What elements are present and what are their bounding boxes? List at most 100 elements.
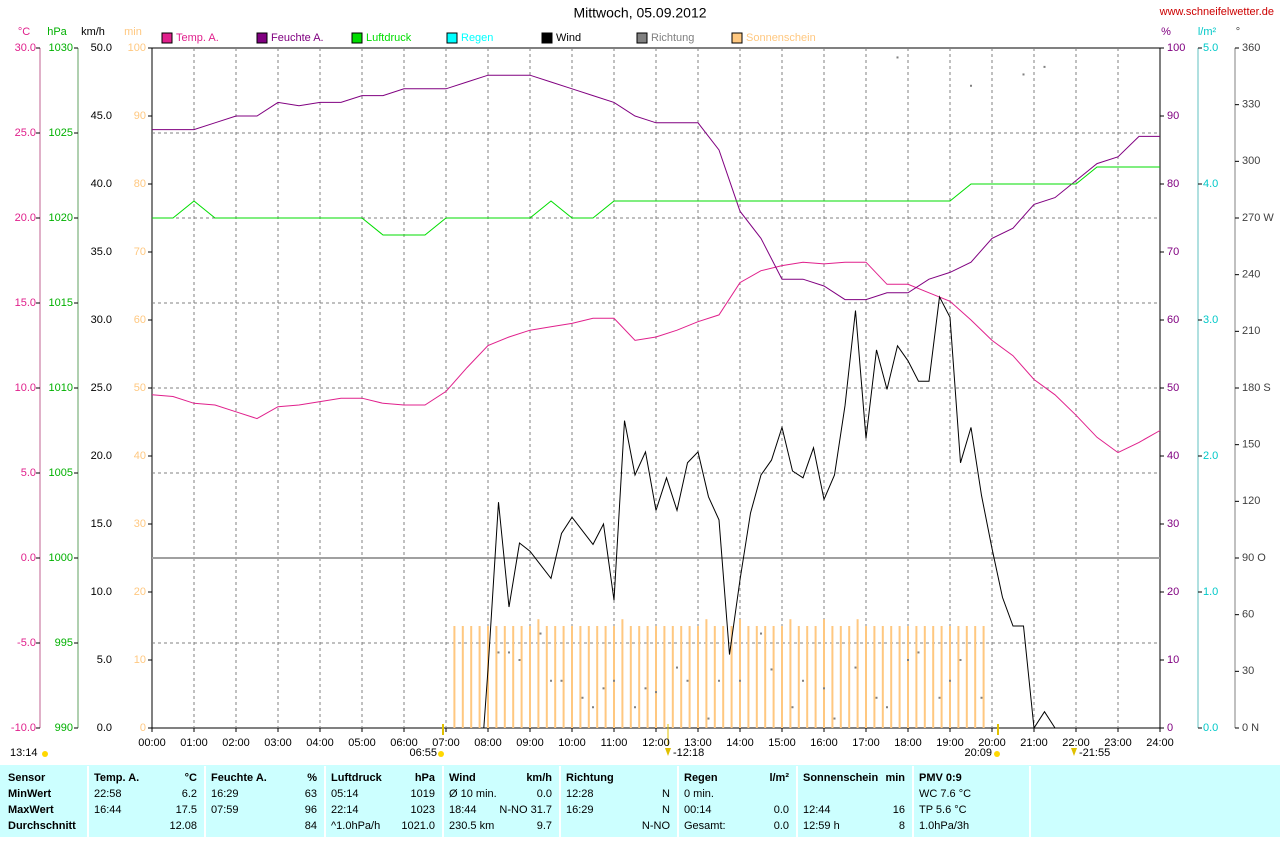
y-tick-label: 30 bbox=[1242, 665, 1254, 677]
series-line bbox=[152, 74, 1160, 301]
dot bbox=[917, 651, 920, 654]
y-tick-label: 120 bbox=[1242, 495, 1260, 507]
bar bbox=[613, 626, 615, 728]
table-cell: 1019 bbox=[411, 788, 435, 800]
y-tick-label: 150 bbox=[1242, 439, 1260, 451]
table-cell: TP 5.6 °C bbox=[919, 804, 967, 816]
y-tick-label: 995 bbox=[55, 637, 73, 649]
dot bbox=[581, 696, 584, 699]
table-cell: 9.7 bbox=[537, 820, 552, 832]
y-tick-label: 0 N bbox=[1242, 722, 1259, 734]
axis-unit: l/m² bbox=[1198, 26, 1217, 38]
dot bbox=[550, 679, 552, 682]
bar bbox=[898, 626, 901, 728]
table-header: Luftdruck bbox=[331, 772, 383, 784]
y-tick-label: 3.0 bbox=[1203, 314, 1218, 326]
y-tick-label: 45.0 bbox=[91, 110, 112, 122]
y-tick-label: 2.0 bbox=[1203, 450, 1218, 462]
table-cell: 12.08 bbox=[169, 820, 197, 832]
y-tick-label: 1020 bbox=[49, 212, 73, 224]
dot bbox=[613, 679, 615, 682]
axis-unit: hPa bbox=[47, 26, 67, 38]
bar bbox=[797, 626, 800, 728]
x-tick-label: 05:00 bbox=[348, 737, 376, 749]
table-cell: 0 min. bbox=[684, 788, 714, 800]
dot bbox=[886, 706, 888, 709]
table-cell: 1.0hPa/3h bbox=[919, 820, 969, 832]
table-cell: 230.5 km bbox=[449, 820, 494, 832]
table-row-label: Durchschnitt bbox=[8, 820, 76, 832]
bar bbox=[545, 626, 548, 728]
bar bbox=[865, 626, 867, 728]
y-tick-label: 270 W bbox=[1242, 212, 1274, 224]
x-tick-label: 08:00 bbox=[474, 737, 502, 749]
y-tick-label: 90 bbox=[1167, 110, 1179, 122]
x-tick-label: 14:00 bbox=[726, 737, 754, 749]
bar bbox=[957, 626, 960, 728]
bar bbox=[621, 619, 624, 728]
x-tick-label: 21:00 bbox=[1020, 737, 1048, 749]
y-tick-label: 300 bbox=[1242, 155, 1260, 167]
legend-swatch bbox=[636, 32, 648, 44]
dot bbox=[707, 717, 710, 720]
table-background bbox=[0, 765, 1280, 837]
bar bbox=[604, 626, 607, 728]
legend-label: Sonnenschein bbox=[746, 32, 816, 44]
bar bbox=[697, 626, 699, 728]
bar bbox=[495, 626, 498, 728]
y-tick-label: 0.0 bbox=[21, 552, 36, 564]
table-cell: N-NO 31.7 bbox=[499, 804, 552, 816]
y-tick-label: 1000 bbox=[49, 552, 73, 564]
y-tick-label: 5.0 bbox=[97, 654, 112, 666]
bar bbox=[739, 619, 741, 728]
y-tick-label: 60 bbox=[134, 314, 146, 326]
x-tick-label: 18:00 bbox=[894, 737, 922, 749]
bar bbox=[671, 626, 674, 728]
dot bbox=[518, 659, 521, 661]
bar bbox=[537, 619, 540, 728]
table-cell: 12:28 bbox=[566, 788, 594, 800]
y-tick-label: 5.0 bbox=[1203, 42, 1218, 54]
bar bbox=[688, 626, 691, 728]
table-header-unit: km/h bbox=[526, 772, 552, 784]
x-tick-label: 17:00 bbox=[852, 737, 880, 749]
y-tick-label: 25.0 bbox=[15, 127, 36, 139]
sun-icon bbox=[42, 751, 48, 757]
y-tick-label: 1010 bbox=[49, 382, 73, 394]
dot bbox=[770, 668, 773, 671]
table-cell: 22:58 bbox=[94, 788, 122, 800]
y-tick-label: 60 bbox=[1167, 314, 1179, 326]
y-tick-label: 1005 bbox=[49, 467, 73, 479]
y-tick-label: 100 bbox=[1167, 42, 1185, 54]
bar bbox=[965, 626, 968, 728]
table-header-unit: % bbox=[307, 772, 317, 784]
annotation: 13:14 bbox=[10, 747, 38, 759]
table-cell: 96 bbox=[305, 804, 317, 816]
table-header-unit: hPa bbox=[415, 772, 436, 784]
annotation: 20:09 bbox=[964, 747, 992, 759]
bar bbox=[629, 626, 632, 728]
bar bbox=[512, 626, 515, 728]
x-tick-label: 12:00 bbox=[642, 737, 670, 749]
source-link[interactable]: www.schneifelwetter.de bbox=[1159, 6, 1274, 18]
legend-swatch bbox=[541, 32, 553, 44]
bar bbox=[663, 626, 666, 728]
dot bbox=[497, 651, 500, 654]
y-tick-label: 1030 bbox=[49, 42, 73, 54]
dot bbox=[959, 659, 962, 661]
bar bbox=[596, 626, 599, 728]
bar bbox=[638, 626, 641, 728]
series-line bbox=[151, 261, 1161, 454]
x-tick-label: 07:00 bbox=[432, 737, 460, 749]
bar bbox=[974, 626, 977, 728]
table-cell: WC 7.6 °C bbox=[919, 788, 971, 800]
dot bbox=[802, 679, 804, 682]
table-row-label: MaxWert bbox=[8, 804, 54, 816]
y-tick-label: 40.0 bbox=[91, 178, 112, 190]
bar bbox=[873, 626, 876, 728]
bar bbox=[923, 626, 926, 728]
bar bbox=[730, 626, 733, 728]
x-tick-label: 23:00 bbox=[1104, 737, 1132, 749]
table-cell: 1021.0 bbox=[401, 820, 435, 832]
table-header: Regen bbox=[684, 772, 718, 784]
